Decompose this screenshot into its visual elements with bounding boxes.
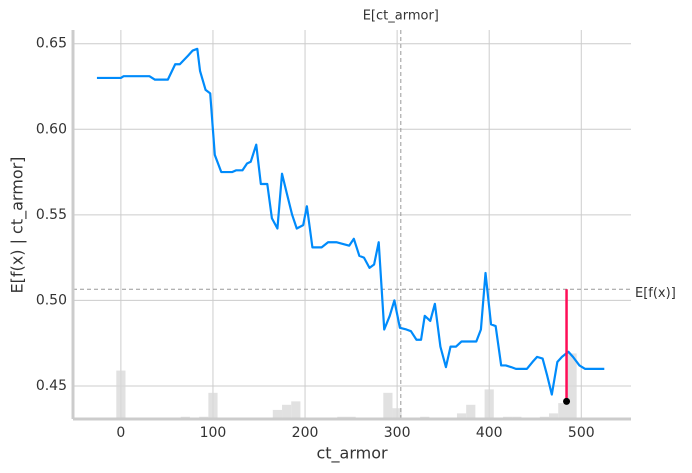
histogram-bar: [484, 389, 494, 419]
histogram-bar: [282, 404, 292, 419]
data-line: [96, 47, 605, 396]
x-tick-label: 300: [384, 425, 411, 441]
histogram-bar: [116, 370, 126, 419]
x-tick-label: 100: [200, 425, 227, 441]
histogram-bar: [272, 409, 283, 419]
y-tick-label: 0.65: [36, 36, 67, 52]
histogram-bar: [466, 404, 476, 419]
y-tick-label: 0.50: [36, 292, 67, 308]
expected-y-label: E[f(x)]: [635, 286, 676, 301]
histogram-bar: [549, 413, 559, 419]
x-tick-label: 0: [116, 425, 125, 441]
x-tick-label: 200: [292, 425, 319, 441]
x-tick-label: 400: [476, 425, 503, 441]
x-tick-label: 500: [568, 425, 595, 441]
histogram-bar: [208, 392, 218, 419]
histogram-bar: [456, 413, 467, 419]
histogram-bar: [383, 392, 393, 419]
histogram-bar: [567, 353, 577, 419]
expected-x-label: E[ct_armor]: [363, 9, 439, 24]
x-axis-label: ct_armor: [316, 444, 388, 464]
histogram-bar: [392, 408, 402, 419]
y-tick-label: 0.60: [36, 121, 67, 137]
y-axis-label: E[f(x) | ct_armor]: [8, 157, 28, 294]
histogram-bar: [558, 403, 568, 419]
histogram-bar: [291, 401, 301, 419]
y-tick-label: 0.45: [36, 378, 67, 394]
highlight-point: [563, 397, 571, 405]
y-tick-label: 0.55: [36, 207, 67, 223]
